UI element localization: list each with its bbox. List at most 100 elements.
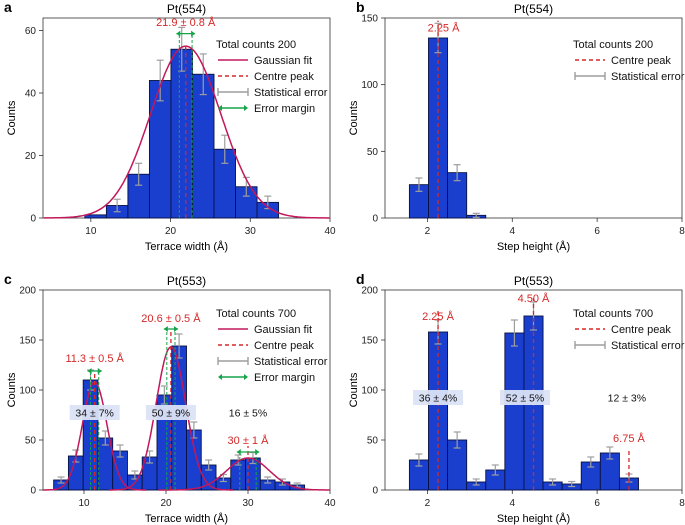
region-label-box bbox=[500, 390, 551, 405]
x-tick-label: 10 bbox=[78, 498, 90, 509]
legend: Total counts 200 Centre peak Statistical e… bbox=[573, 39, 685, 83]
legend-item-label: Gaussian fit bbox=[254, 55, 312, 67]
peak-annotation: 4.50 Å bbox=[518, 292, 550, 305]
histogram-bar bbox=[192, 73, 215, 219]
x-tick-label: 2 bbox=[425, 498, 431, 509]
gaussian-fit-curve bbox=[43, 45, 330, 219]
histogram-bar bbox=[428, 37, 449, 219]
y-tick-label: 100 bbox=[19, 386, 36, 397]
x-tick-label: 8 bbox=[679, 226, 685, 237]
error-margin-arrowhead bbox=[176, 30, 181, 37]
legend-item-label: Centre peak bbox=[254, 71, 314, 83]
legend-item-label: Gaussian fit bbox=[254, 324, 312, 336]
legend-item-label: Statistical error bbox=[254, 356, 328, 368]
legend: Total counts 200 Gaussian fit Centre peak S… bbox=[216, 39, 328, 115]
panel-d: d Pt(553) 2 4 6 8 0 50 100 150 200 Step height (Å) C… bbox=[348, 271, 685, 525]
legend-margin-arrowhead bbox=[244, 105, 248, 111]
x-axis-label: Step height (Å) bbox=[497, 240, 570, 253]
y-axis-label: Counts bbox=[348, 372, 360, 407]
y-tick-label: 0 bbox=[372, 486, 378, 497]
panel-title: Pt(553) bbox=[167, 274, 206, 288]
y-tick-label: 150 bbox=[361, 336, 378, 347]
region-percentage-label: 52 ± 5% bbox=[506, 393, 544, 405]
legend-item-label: Centre peak bbox=[254, 340, 314, 352]
y-tick-label: 150 bbox=[361, 14, 378, 25]
x-axis-label: Step height (Å) bbox=[497, 512, 570, 525]
legend-title: Total counts 200 bbox=[216, 39, 296, 51]
panel-title: Pt(554) bbox=[514, 2, 553, 16]
panel-title: Pt(553) bbox=[514, 274, 553, 288]
x-tick-label: 40 bbox=[324, 498, 336, 509]
legend-item-label: Statistical error bbox=[611, 340, 685, 352]
panel-b: b Pt(554) 2 4 6 8 0 50 100 150 Step height (Å) Coun… bbox=[348, 0, 685, 253]
x-tick-label: 30 bbox=[242, 498, 254, 509]
histogram-bar bbox=[186, 429, 202, 491]
legend-margin-arrowhead bbox=[244, 374, 248, 380]
panel-title: Pt(554) bbox=[167, 2, 206, 16]
legend-item-label: Error margin bbox=[254, 372, 315, 384]
x-tick-label: 2 bbox=[425, 226, 431, 237]
panel-letter: c bbox=[4, 271, 12, 287]
y-axis-label: Counts bbox=[6, 372, 18, 407]
panel-c: c Pt(553) 10 20 30 40 0 50 100 150 200 Terrace widt… bbox=[4, 271, 336, 525]
x-tick-label: 6 bbox=[594, 498, 600, 509]
legend: Total counts 700 Centre peak Statistical e… bbox=[573, 308, 685, 352]
y-tick-label: 150 bbox=[19, 336, 36, 347]
histogram-bar bbox=[84, 214, 107, 219]
panel-a: a Pt(554) 10 20 30 40 0 20 40 60 Terrace width (Å)… bbox=[4, 0, 336, 253]
plot-frame bbox=[384, 17, 683, 219]
error-margin-arrowhead bbox=[255, 449, 260, 455]
region-label-box bbox=[145, 405, 196, 420]
peak-annotation: 2.25 Å bbox=[428, 21, 460, 34]
error-margin-arrowhead bbox=[163, 326, 168, 332]
panel-letter: d bbox=[356, 271, 365, 287]
gaussian-fit-curve bbox=[158, 457, 330, 491]
error-margin-arrowhead bbox=[174, 326, 179, 332]
y-tick-label: 200 bbox=[19, 286, 36, 297]
legend-item-label: Statistical error bbox=[611, 71, 685, 83]
region-percentage-label: 16 ± 5% bbox=[229, 408, 267, 420]
peak-annotation: 21.9 ± 0.8 Å bbox=[156, 16, 216, 29]
peak-annotation: 20.6 ± 0.5 Å bbox=[141, 312, 201, 325]
panel-letter: b bbox=[356, 0, 365, 15]
histogram-bar bbox=[504, 332, 525, 491]
legend-item-label: Centre peak bbox=[611, 55, 671, 67]
error-margin-arrowhead bbox=[97, 368, 102, 374]
y-axis-label: Counts bbox=[348, 100, 360, 135]
y-tick-label: 50 bbox=[367, 436, 379, 447]
legend-title: Total counts 200 bbox=[573, 39, 653, 51]
region-percentage-label: 12 ± 3% bbox=[608, 393, 646, 405]
x-axis-label: Terrace width (Å) bbox=[145, 512, 228, 525]
x-tick-label: 4 bbox=[510, 226, 516, 237]
y-tick-label: 60 bbox=[25, 26, 37, 37]
legend-title: Total counts 700 bbox=[573, 308, 653, 320]
y-axis-label: Counts bbox=[6, 100, 18, 135]
legend: Total counts 700 Gaussian fit Centre peak S… bbox=[216, 308, 328, 384]
x-tick-label: 4 bbox=[510, 498, 516, 509]
y-tick-label: 40 bbox=[25, 89, 37, 100]
legend-item-label: Centre peak bbox=[611, 324, 671, 336]
x-tick-label: 10 bbox=[85, 226, 97, 237]
x-tick-label: 20 bbox=[160, 498, 172, 509]
peak-annotation: 11.3 ± 0.5 Å bbox=[65, 352, 124, 365]
error-margin-arrowhead bbox=[236, 449, 241, 455]
panel-letter: a bbox=[4, 0, 12, 15]
x-tick-label: 8 bbox=[679, 498, 685, 509]
region-percentage-label: 34 ± 7% bbox=[75, 408, 113, 420]
y-tick-label: 20 bbox=[25, 151, 37, 162]
y-tick-label: 0 bbox=[372, 214, 378, 225]
error-margin-arrowhead bbox=[191, 30, 196, 37]
peak-annotation: 30 ± 1 Å bbox=[228, 434, 270, 447]
y-tick-label: 0 bbox=[30, 214, 36, 225]
y-tick-label: 200 bbox=[361, 286, 378, 297]
error-margin-arrowhead bbox=[87, 368, 92, 374]
legend-item-label: Statistical error bbox=[254, 87, 328, 99]
region-percentage-label: 36 ± 4% bbox=[419, 393, 457, 405]
y-tick-label: 50 bbox=[367, 147, 379, 158]
region-label-box bbox=[413, 390, 464, 405]
legend-item-label: Error margin bbox=[254, 103, 315, 115]
peak-annotation: 6.75 Å bbox=[613, 432, 645, 445]
legend-margin-arrowhead bbox=[218, 374, 222, 380]
x-axis-label: Terrace width (Å) bbox=[145, 240, 228, 253]
